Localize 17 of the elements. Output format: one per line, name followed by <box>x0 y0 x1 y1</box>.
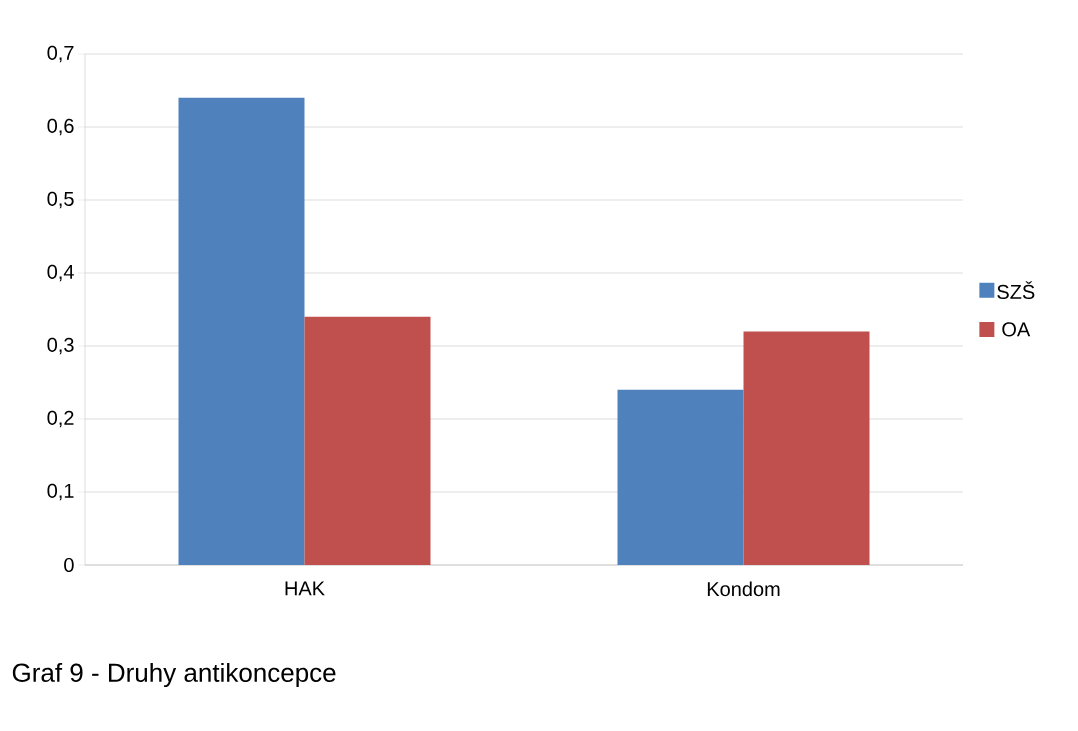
y-tick-label: 0,6 <box>47 118 74 136</box>
y-tick-label: 0,2 <box>47 410 74 428</box>
y-tick-label: 0,4 <box>47 264 74 282</box>
y-tick-label: 0,3 <box>47 337 74 355</box>
x-tick-label: Kondom <box>707 581 780 597</box>
y-tick-label: 0,7 <box>47 45 74 63</box>
bar <box>178 97 305 565</box>
legend-label: SZŠ <box>997 281 1035 299</box>
text: Graf 9 - Druhy antikoncepce <box>12 662 336 688</box>
legend-label: OA <box>1002 322 1031 337</box>
x-tick-label: HAK <box>285 581 325 596</box>
y-tick-label: 0,5 <box>47 191 74 209</box>
bar <box>617 389 744 565</box>
bar <box>304 316 431 565</box>
y-tick-label: 0,1 <box>47 483 74 501</box>
bar <box>743 331 870 565</box>
y-tick-label: 0 <box>64 557 74 573</box>
